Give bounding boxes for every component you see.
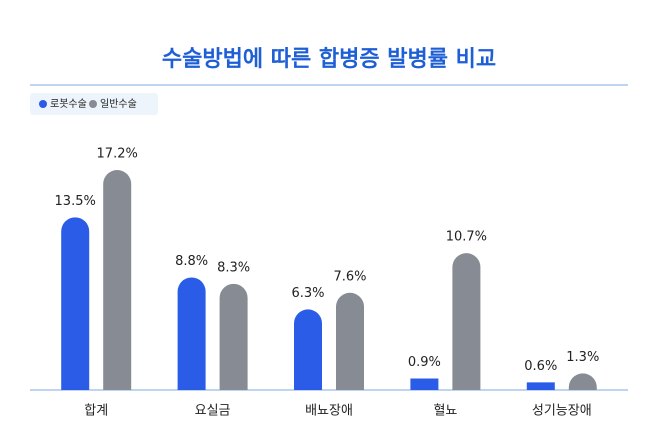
bar <box>568 373 597 390</box>
bar <box>219 283 248 390</box>
value-label: 0.9% <box>408 355 441 370</box>
value-label: 6.3% <box>291 286 324 301</box>
bar <box>410 378 439 390</box>
bar <box>177 277 206 390</box>
x-tick-label: 요실금 <box>195 404 231 419</box>
value-label: 7.6% <box>333 269 366 284</box>
bar <box>61 217 90 390</box>
value-label: 8.3% <box>217 260 250 275</box>
x-tick-label: 혈뇨 <box>433 404 457 419</box>
bar <box>294 309 322 390</box>
value-label: 1.3% <box>566 350 599 365</box>
value-label: 13.5% <box>55 194 96 209</box>
legend-swatch <box>89 100 97 108</box>
x-tick-label: 성기능장애 <box>532 404 592 419</box>
value-label: 17.2% <box>97 147 138 162</box>
x-tick-label: 합계 <box>84 404 108 419</box>
value-label: 8.8% <box>175 254 208 269</box>
bar <box>526 382 555 390</box>
legend-label: 로봇수술 <box>50 98 87 110</box>
legend-label: 일반수술 <box>100 98 137 110</box>
bar <box>103 170 132 390</box>
value-label: 0.6% <box>524 359 557 374</box>
legend-swatch <box>39 100 47 108</box>
x-tick-label: 배뇨장애 <box>305 404 353 419</box>
bar <box>336 292 364 390</box>
bar <box>452 253 481 390</box>
value-label: 10.7% <box>446 230 487 245</box>
chart-title: 수술방법에 따른 합병증 발병률 비교 <box>162 46 496 72</box>
